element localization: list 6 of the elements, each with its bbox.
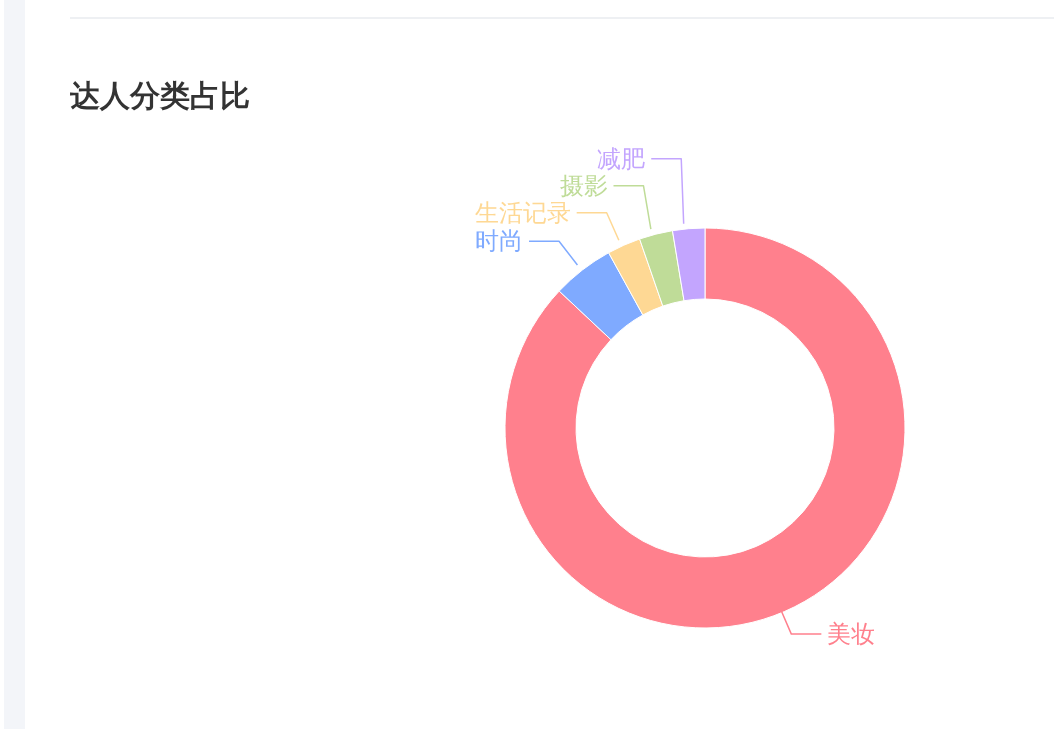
slice-label: 时尚 xyxy=(475,227,524,256)
slice-label: 生活记录 xyxy=(474,198,571,227)
text: 达人分类占比 xyxy=(70,77,250,115)
slice-label: 减肥 xyxy=(597,144,646,173)
slice-label: 美妆 xyxy=(827,620,876,649)
slice-label: 摄影 xyxy=(559,171,608,200)
